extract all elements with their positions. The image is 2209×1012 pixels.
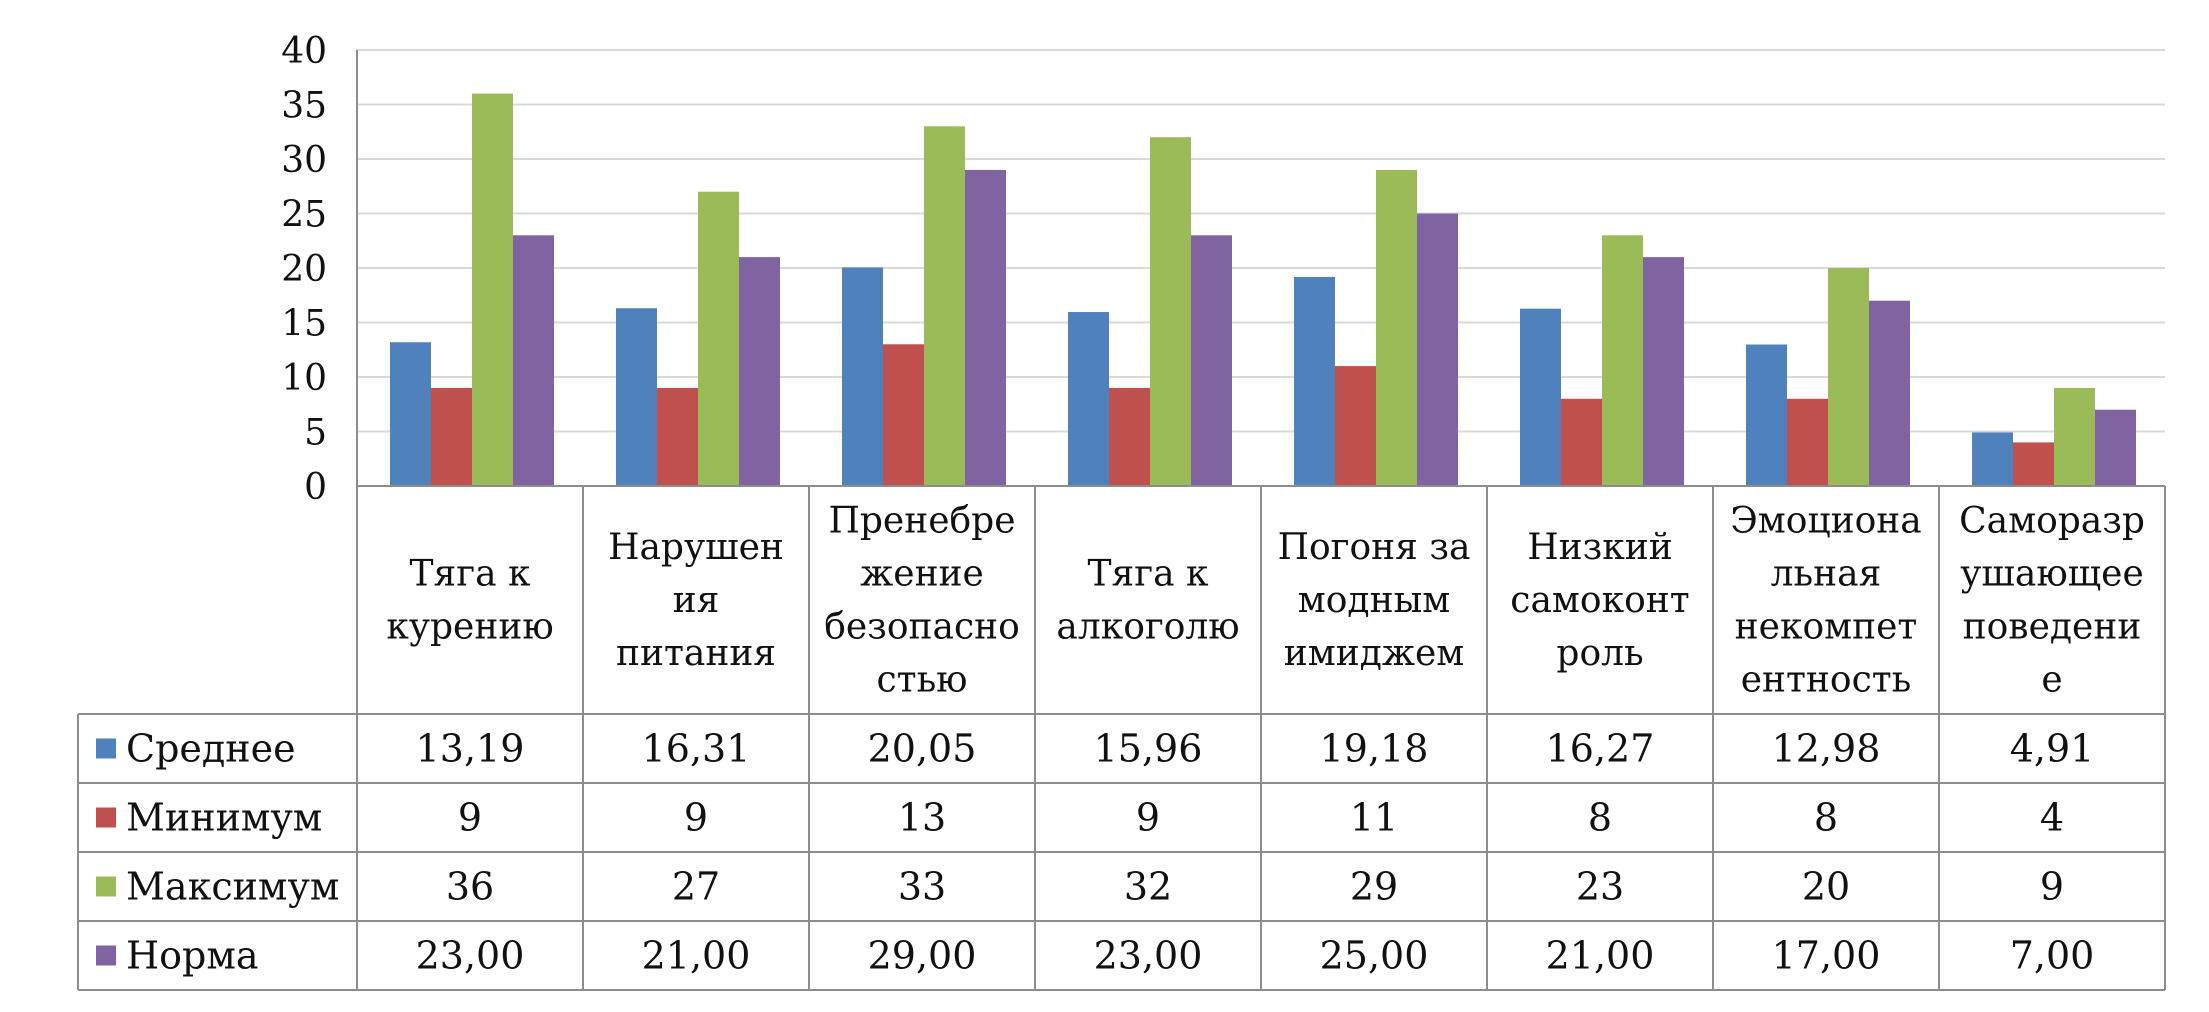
y-tick-label: 35	[281, 86, 327, 127]
y-tick-label: 5	[304, 413, 327, 454]
table-cell: 29,00	[868, 934, 977, 978]
table-cell: 16,27	[1546, 727, 1655, 771]
bar-Норма-2	[965, 169, 1006, 486]
category-label: Эмоциона льная некомпет ентность	[1730, 501, 1922, 701]
table-cell: 23,00	[416, 934, 525, 978]
bar-Норма-1	[739, 257, 780, 486]
bar-Норма-6	[1869, 300, 1910, 486]
table-cell: 12,98	[1772, 727, 1881, 771]
table-cell: 8	[1814, 796, 1838, 840]
bar-Максимум-2	[924, 126, 965, 487]
table-cell: 23,00	[1094, 934, 1203, 978]
table-cell: 15,96	[1094, 727, 1203, 771]
table-cell: 11	[1350, 796, 1398, 840]
bar-Норма-4	[1417, 213, 1458, 486]
data-table: Тяга к курению Нарушен ия питания Пренебре жен…	[77, 485, 2166, 991]
bar-Минимум-4	[1335, 366, 1376, 486]
legend-swatch-Максимум	[96, 876, 116, 897]
table-cell: 9	[684, 796, 708, 840]
table-cell: 33	[898, 865, 946, 909]
table-cell: 21,00	[1546, 934, 1655, 978]
table-cell: 20	[1802, 865, 1850, 909]
bar-Минимум-1	[657, 387, 698, 486]
bar-Минимум-7	[2013, 442, 2054, 486]
bar-Норма-7	[2095, 409, 2136, 486]
y-tick-label: 15	[281, 304, 327, 345]
bar-Максимум-0	[472, 93, 513, 486]
bar-Среднее-6	[1746, 344, 1787, 486]
legend-swatch-Норма	[96, 945, 116, 966]
bar-Минимум-5	[1561, 398, 1602, 486]
table-cell: 21,00	[642, 934, 751, 978]
y-axis: 0 5 10 15 20 25 30 35 40	[281, 31, 358, 508]
category-label: Тяга к курению	[386, 554, 553, 648]
category-label: Саморазр ушающее поведени е	[1959, 501, 2145, 701]
table-cell: 13,19	[416, 727, 525, 771]
bar-Минимум-3	[1109, 387, 1150, 486]
bar-Среднее-4	[1294, 276, 1335, 486]
bar-Максимум-5	[1602, 235, 1643, 486]
bar-Максимум-3	[1150, 137, 1191, 486]
legend-label: Среднее	[126, 727, 296, 771]
bar-Норма-0	[513, 235, 554, 486]
bar-Среднее-3	[1068, 312, 1109, 486]
legend-label: Минимум	[126, 796, 322, 840]
table-cell: 9	[2040, 865, 2064, 909]
table-cell: 9	[1136, 796, 1160, 840]
bar-Минимум-6	[1787, 398, 1828, 486]
table-cell: 4,91	[2010, 727, 2095, 771]
table-cell: 23	[1576, 865, 1624, 909]
y-tick-label: 20	[281, 249, 327, 290]
category-label: Низкий самоконт роль	[1510, 527, 1689, 674]
legend-label: Максимум	[126, 865, 339, 909]
category-label: Нарушен ия питания	[608, 527, 784, 674]
table-cell: 8	[1588, 796, 1612, 840]
y-tick-label: 30	[281, 140, 327, 181]
bar-Среднее-0	[390, 342, 431, 486]
category-label: Погоня за модным имиджем	[1278, 527, 1471, 674]
table-cell: 20,05	[868, 727, 977, 771]
table-cell: 19,18	[1320, 727, 1429, 771]
y-tick-label: 40	[281, 31, 327, 72]
category-label: Тяга к алкоголю	[1056, 554, 1239, 648]
legend-swatch-Среднее	[96, 738, 116, 759]
table-cell: 29	[1350, 865, 1398, 909]
table-cell: 17,00	[1772, 934, 1881, 978]
bars	[390, 93, 2136, 487]
table-cell: 13	[898, 796, 946, 840]
y-tick-label: 25	[281, 195, 327, 236]
bar-Норма-3	[1191, 235, 1232, 486]
table-cell: 27	[672, 865, 720, 909]
table-cell: 36	[446, 865, 494, 909]
legend-swatch-Минимум	[96, 807, 116, 828]
y-tick-label: 0	[304, 467, 327, 508]
bar-Минимум-0	[431, 387, 472, 486]
table-cell: 7,00	[2010, 934, 2095, 978]
table-cell: 25,00	[1320, 934, 1429, 978]
bar-Максимум-7	[2054, 387, 2095, 486]
y-tick-label: 10	[281, 358, 327, 399]
table-cell: 32	[1124, 865, 1172, 909]
bar-Норма-5	[1643, 257, 1684, 486]
legend-label: Норма	[126, 934, 259, 978]
table-cell: 16,31	[642, 727, 751, 771]
bar-Среднее-7	[1972, 432, 2013, 486]
bar-Среднее-2	[842, 267, 883, 486]
bar-Максимум-1	[698, 191, 739, 486]
bar-Минимум-2	[883, 344, 924, 486]
category-label: Пренебре жение безопасно стью	[824, 501, 1020, 701]
bar-Среднее-1	[616, 308, 657, 486]
bar-Максимум-6	[1828, 268, 1869, 486]
gridlines	[357, 49, 2165, 433]
table-cell: 4	[2040, 796, 2064, 840]
table-cell: 9	[458, 796, 482, 840]
bar-Максимум-4	[1376, 169, 1417, 486]
bar-Среднее-5	[1520, 308, 1561, 486]
